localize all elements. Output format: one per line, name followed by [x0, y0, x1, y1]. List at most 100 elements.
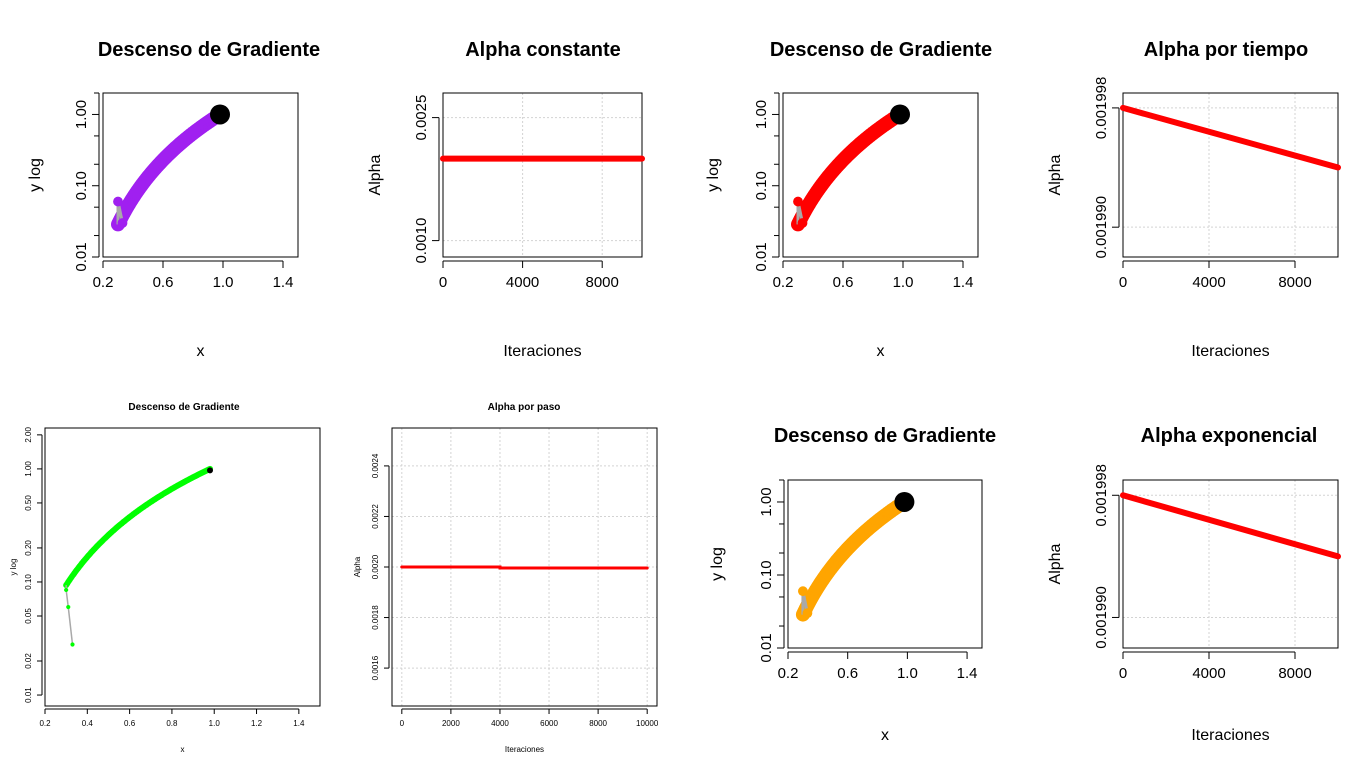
chart-title: Alpha por paso	[488, 402, 561, 413]
x-tick-label: 0.8	[166, 719, 178, 728]
y-tick-label: 0.10	[73, 171, 90, 200]
chart-p2: Alpha constante 0 4000 8000 0.0010 0.0025 Iter…	[367, 39, 645, 360]
y-tick-label: 0.01	[73, 242, 90, 271]
x-tick-label: 0.6	[124, 719, 136, 728]
plot-frame	[782, 92, 979, 258]
y-tick-label: 1.00	[24, 461, 33, 477]
chart-p1: Descenso de Gradiente 0.2 0.6 1.0 1.4 0.01 0.1…	[27, 39, 320, 360]
x-tick-label: 0	[400, 719, 405, 728]
data-point	[117, 218, 128, 228]
chart-title: Alpha exponencial	[1141, 425, 1318, 447]
chart-title: Descenso de Gradiente	[770, 39, 992, 61]
y-tick-label: 0.0025	[413, 95, 430, 141]
y-axis-label: y log	[705, 158, 722, 192]
x-tick-label: 0	[1119, 274, 1127, 291]
chart-p6: Alpha por paso 0 2000 4000 6000 8000 10000 0.00…	[353, 402, 659, 754]
x-axis-label: x	[877, 343, 885, 360]
y-tick-label: 0.0010	[413, 218, 430, 264]
chart-title: Descenso de Gradiente	[128, 402, 240, 413]
chart-title: Descenso de Gradiente	[98, 39, 320, 61]
y-axis-label: Alpha	[1047, 154, 1064, 195]
start-point	[894, 491, 915, 512]
x-tick-label: 10000	[636, 719, 659, 728]
x-tick-label: 1.0	[897, 665, 918, 682]
data-point	[66, 604, 71, 610]
x-tick-label: 8000	[1278, 274, 1311, 291]
chart-title: Alpha constante	[465, 39, 621, 61]
x-tick-label: 0.2	[93, 274, 114, 291]
y-tick-label: 0.001998	[1093, 77, 1110, 140]
x-tick-label: 1.0	[213, 274, 234, 291]
plot-frame	[44, 427, 321, 707]
y-tick-label: 0.02	[24, 653, 33, 669]
x-tick-label: 8000	[589, 719, 607, 728]
y-tick-label: 0.001998	[1093, 464, 1110, 527]
x-tick-label: 0.6	[837, 665, 858, 682]
data-point	[70, 642, 75, 647]
x-tick-label: 0.4	[82, 719, 94, 728]
chart-p3: Descenso de Gradiente 0.2 0.6 1.0 1.4 0.01 0.1…	[705, 39, 992, 360]
data-point	[793, 196, 803, 207]
x-tick-label: 0.6	[153, 274, 174, 291]
plot-frame	[391, 427, 658, 707]
x-tick-label: 6000	[540, 719, 558, 728]
y-tick-label: 0.0024	[371, 453, 380, 478]
x-tick-label: 4000	[1192, 274, 1225, 291]
data-point	[797, 218, 808, 228]
x-tick-label: 4000	[506, 274, 539, 291]
data-point	[64, 587, 69, 593]
path-segment	[65, 589, 70, 608]
x-axis-label: x	[881, 727, 889, 744]
start-point	[210, 104, 230, 125]
chart-p5: Descenso de Gradiente 0.2 0.4 0.6 0.8 1.0 1.2 1…	[9, 402, 321, 754]
series-line	[1120, 492, 1341, 560]
data-point	[802, 608, 813, 619]
x-tick-label: 1.0	[893, 274, 914, 291]
y-axis-label: y log	[709, 547, 726, 581]
y-tick-label: 0.10	[758, 560, 775, 589]
y-axis-label: y log	[27, 158, 44, 192]
x-tick-label: 1.4	[273, 274, 294, 291]
y-axis-label: Alpha	[367, 154, 384, 195]
x-tick-label: 0.2	[778, 665, 799, 682]
series-line	[400, 565, 649, 570]
data-point	[113, 196, 123, 207]
y-tick-label: 1.00	[73, 100, 90, 129]
y-axis-label: Alpha	[1047, 543, 1064, 584]
y-axis-label: Alpha	[353, 556, 362, 577]
x-tick-label: 0	[1119, 665, 1127, 682]
x-tick-label: 2000	[442, 719, 460, 728]
y-tick-label: 0.10	[24, 574, 33, 590]
chart-p7: Descenso de Gradiente 0.2 0.6 1.0 1.4 0.01 0.1…	[709, 425, 996, 744]
y-tick-label: 0.0016	[371, 655, 380, 680]
y-tick-label: 0.0018	[371, 605, 380, 630]
plot-frame	[1122, 92, 1339, 258]
x-tick-label: 0	[439, 274, 447, 291]
chart-title: Alpha por tiempo	[1144, 39, 1308, 61]
y-axis-label: y log	[9, 559, 18, 576]
x-tick-label: 0.6	[833, 274, 854, 291]
y-tick-label: 0.01	[24, 687, 33, 703]
x-axis-label: Iteraciones	[1191, 343, 1269, 360]
chart-p4: Alpha por tiempo 0 4000 8000 0.001990 0.00199…	[1047, 39, 1341, 360]
plot-frame	[787, 479, 983, 649]
x-tick-label: 8000	[1278, 665, 1311, 682]
x-tick-label: 1.4	[957, 665, 978, 682]
start-point	[890, 104, 910, 125]
start-point	[207, 467, 213, 474]
chart-p8: Alpha exponencial 0 4000 8000 0.001990 0.0019…	[1047, 425, 1341, 744]
x-tick-label: 4000	[491, 719, 509, 728]
path-segment	[67, 606, 74, 645]
x-tick-label: 0.2	[773, 274, 794, 291]
x-tick-label: 1.2	[251, 719, 263, 728]
data-point	[798, 586, 808, 597]
x-tick-label: 1.4	[293, 719, 305, 728]
x-axis-label: x	[197, 343, 205, 360]
y-tick-label: 0.10	[753, 171, 770, 200]
chart-title: Descenso de Gradiente	[774, 425, 996, 447]
y-tick-label: 0.0020	[371, 554, 380, 579]
y-tick-label: 0.001990	[1093, 196, 1110, 259]
x-tick-label: 0.2	[39, 719, 51, 728]
y-tick-label: 0.50	[24, 495, 33, 511]
